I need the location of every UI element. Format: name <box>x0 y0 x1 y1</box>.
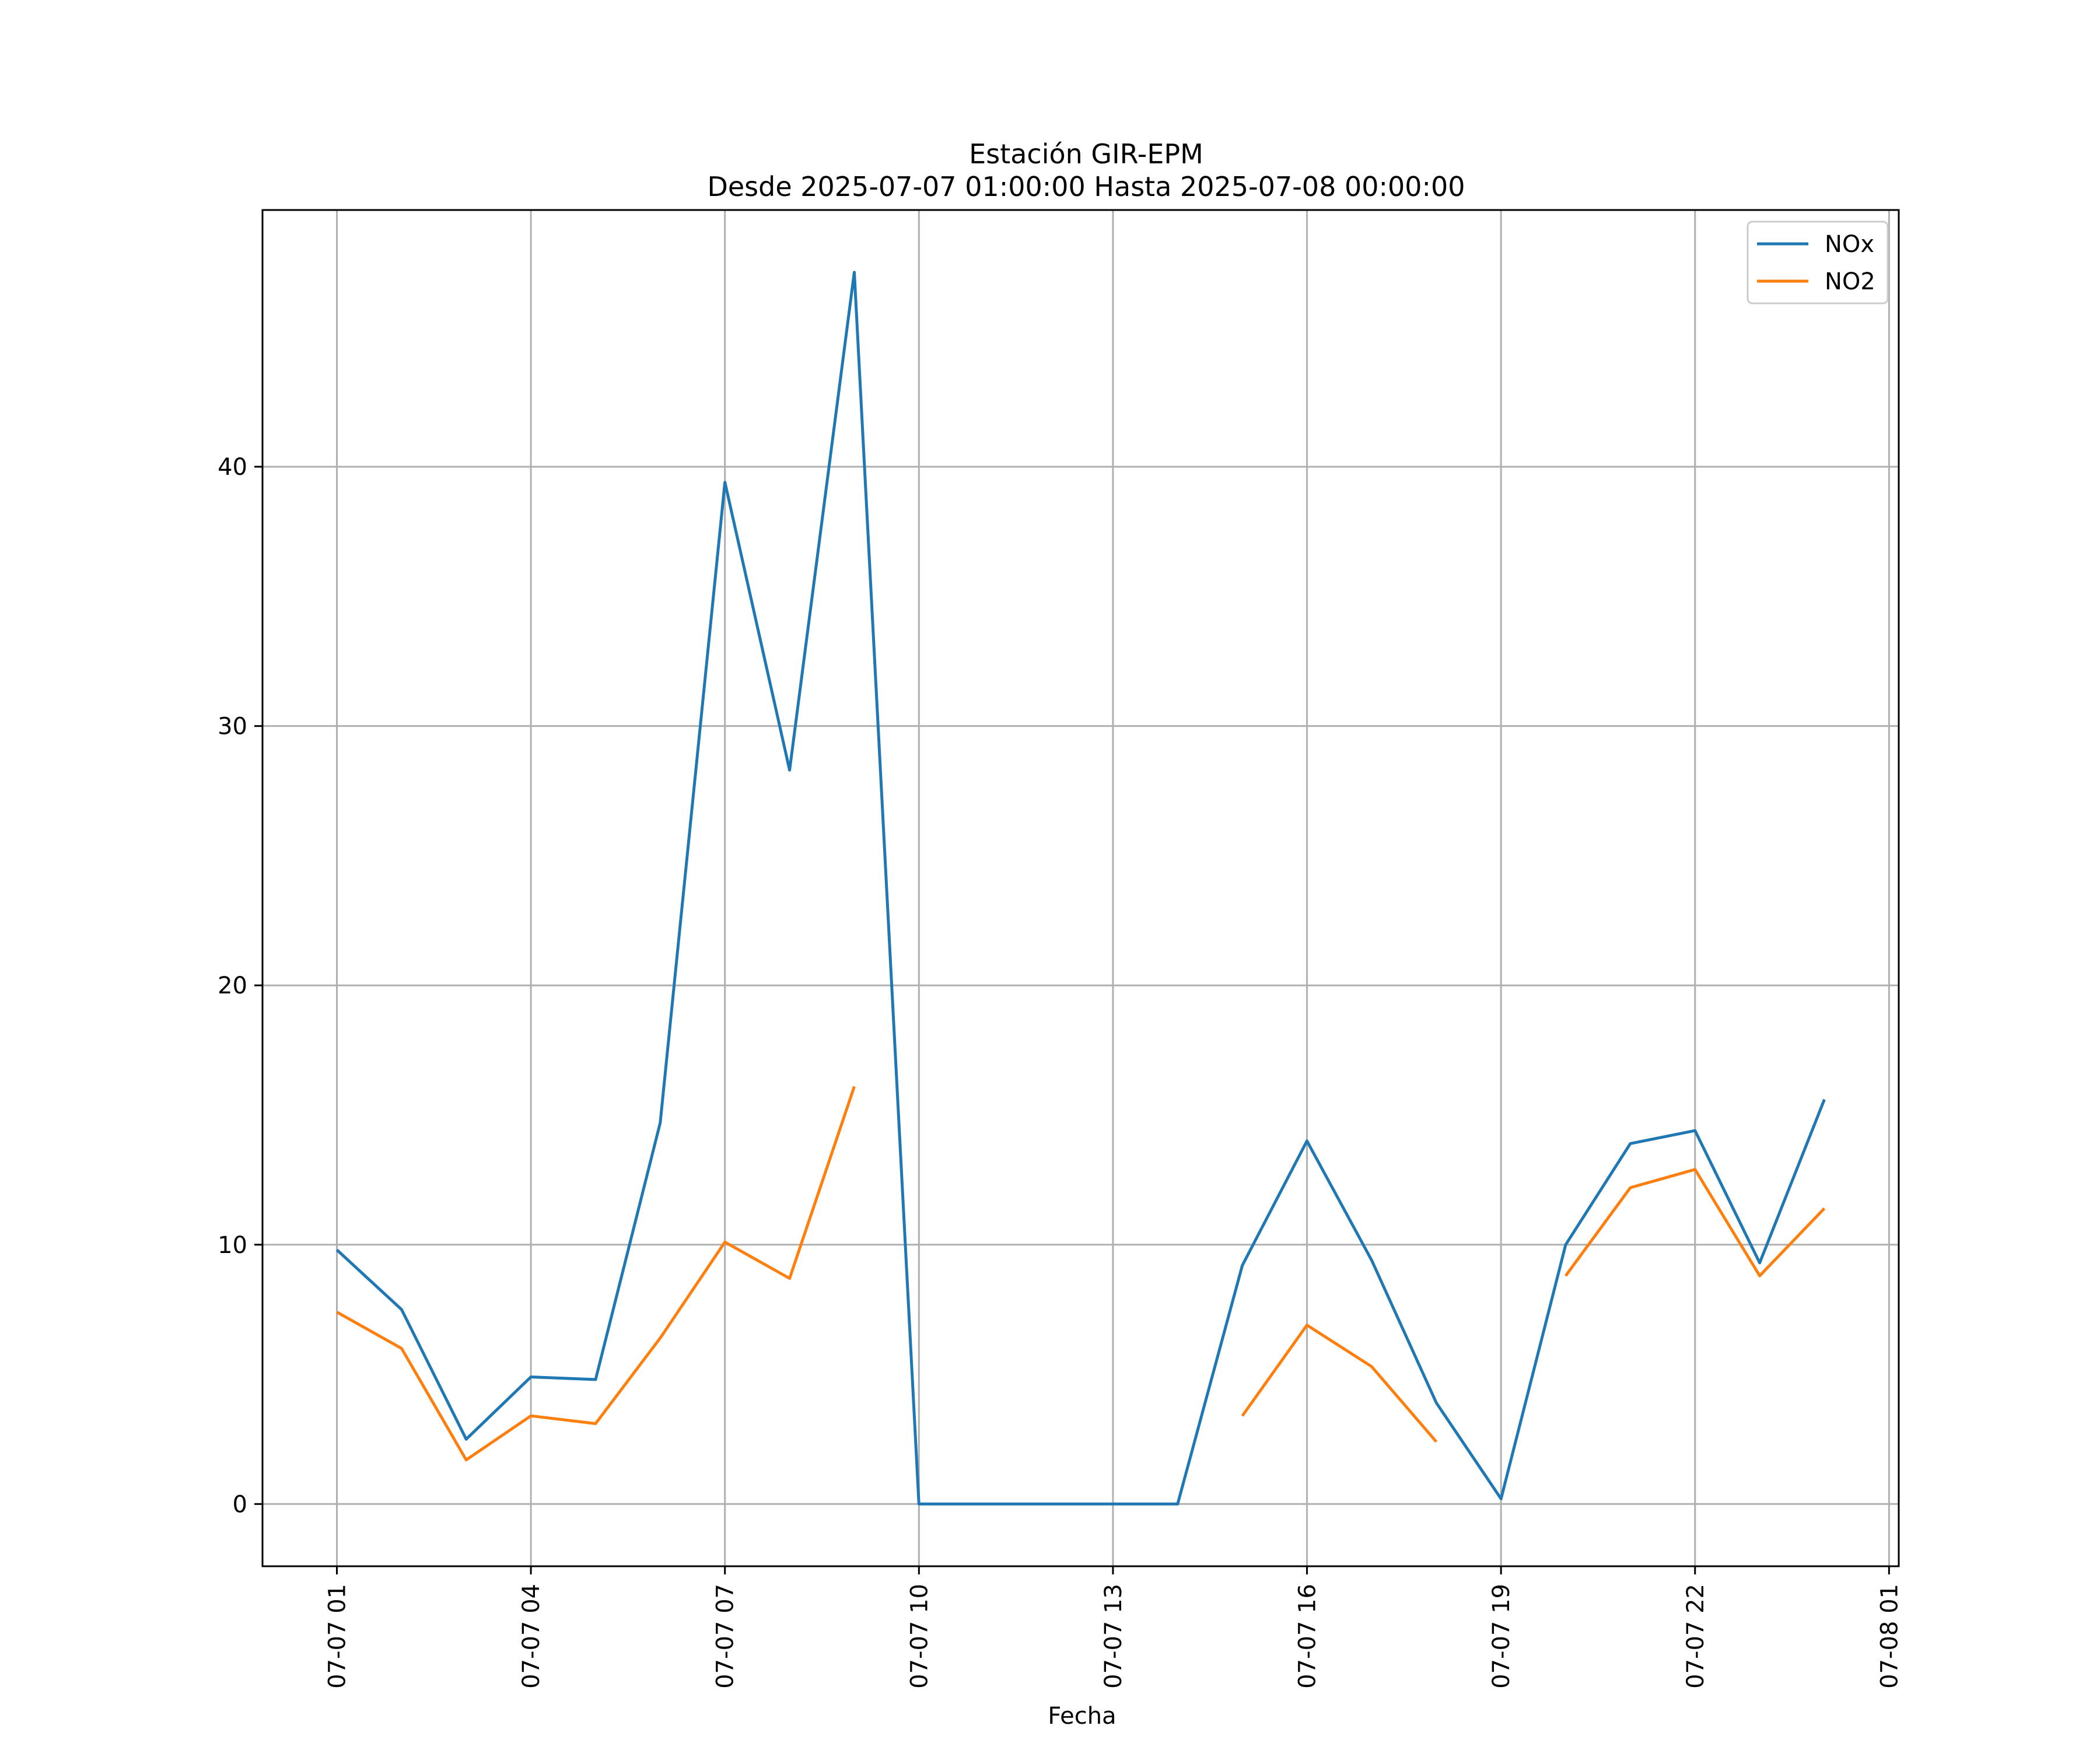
x-tick-label: 07-07 10 <box>906 1584 933 1689</box>
legend: NOx NO2 <box>1746 220 1889 304</box>
series-line-nox <box>335 271 1826 1506</box>
x-axis-label: Fecha <box>1048 1703 1116 1730</box>
legend-box <box>1746 220 1889 304</box>
y-tick-label: 30 <box>218 713 247 740</box>
y-tick-label: 40 <box>218 454 247 481</box>
chart-title: Estación GIR-EPM <box>969 138 1203 170</box>
x-tick-label: 07-07 16 <box>1294 1584 1321 1689</box>
x-tick-label: 07-07 07 <box>712 1584 739 1689</box>
plot-frame <box>261 209 1900 1567</box>
y-axis-ticks: 0 10 20 30 40 <box>218 454 262 1518</box>
series-line-no2 <box>336 1086 856 1462</box>
y-tick-label: 10 <box>218 1232 247 1259</box>
x-tick-label: 07-07 01 <box>324 1584 351 1689</box>
series-line-no2 <box>1564 1168 1826 1278</box>
x-axis-ticks: 07-07 01 07-07 04 07-07 07 07-07 10 07-07 13… <box>324 1566 1903 1689</box>
legend-label-nox: NOx <box>1825 231 1874 258</box>
chart-subtitle: Desde 2025-07-07 01:00:00 Hasta 2025-07-… <box>707 171 1465 202</box>
y-tick-label: 20 <box>218 972 247 999</box>
x-tick-label: 07-07 04 <box>518 1584 545 1689</box>
series-lines <box>335 271 1826 1506</box>
x-tick-label: 07-08 01 <box>1876 1584 1903 1689</box>
x-tick-label: 07-07 19 <box>1488 1584 1515 1689</box>
legend-label-no2: NO2 <box>1825 268 1875 295</box>
y-tick-label: 0 <box>233 1491 247 1518</box>
x-tick-label: 07-07 22 <box>1682 1584 1709 1689</box>
series-line-no2 <box>1241 1324 1438 1443</box>
x-tick-label: 07-07 13 <box>1100 1584 1127 1689</box>
